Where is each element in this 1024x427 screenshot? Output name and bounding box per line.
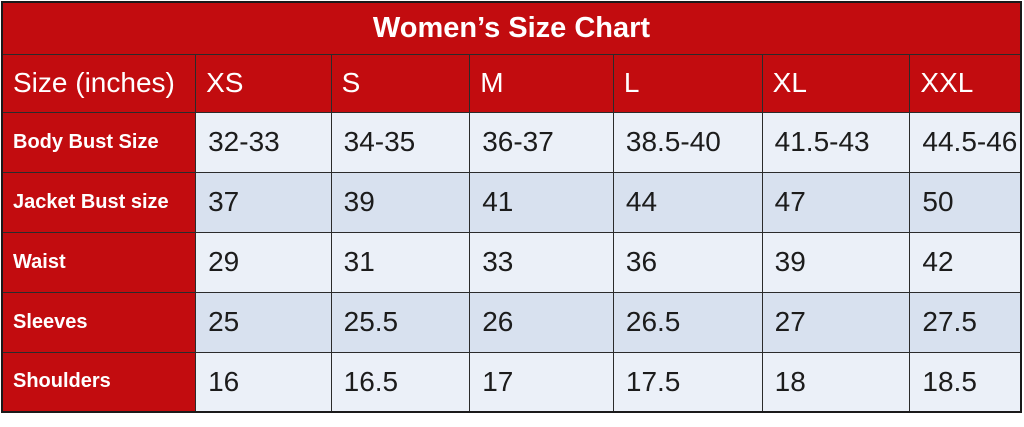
table-cell: 18.5	[909, 351, 1022, 413]
table-cell: 32-33	[195, 111, 332, 173]
row-label-shoulders: Shoulders	[1, 351, 197, 413]
table-cell: 36	[612, 231, 763, 293]
table-row-body-bust: Body Bust Size 32-33 34-35 36-37 38.5-40…	[1, 111, 1022, 173]
row-label-jacket-bust: Jacket Bust size	[1, 171, 197, 233]
chart-title: Women’s Size Chart	[1, 1, 1022, 55]
table-row-waist: Waist 29 31 33 36 39 42	[1, 231, 1022, 293]
column-header-xxl: XXL	[909, 53, 1022, 113]
table-cell: 26.5	[612, 291, 763, 353]
table-cell: 34-35	[330, 111, 471, 173]
table-cell: 16.5	[330, 351, 471, 413]
table-cell: 27	[761, 291, 911, 353]
table-cell: 16	[195, 351, 332, 413]
column-header-xl: XL	[761, 53, 911, 113]
table-cell: 17.5	[612, 351, 763, 413]
table-cell: 37	[195, 171, 332, 233]
table-header-row: Size (inches) XS S M L XL XXL	[1, 53, 1022, 113]
table-cell: 42	[909, 231, 1022, 293]
size-chart: Women’s Size Chart Size (inches) XS S M …	[1, 1, 1022, 413]
table-cell: 39	[761, 231, 911, 293]
row-label-body-bust: Body Bust Size	[1, 111, 197, 173]
table-cell: 29	[195, 231, 332, 293]
table-cell: 47	[761, 171, 911, 233]
table-cell: 33	[469, 231, 614, 293]
column-header-xs: XS	[195, 53, 332, 113]
table-cell: 25	[195, 291, 332, 353]
table-cell: 44	[612, 171, 763, 233]
table-cell: 18	[761, 351, 911, 413]
table-cell: 44.5-46	[909, 111, 1022, 173]
column-header-size: Size (inches)	[1, 53, 197, 113]
table-cell: 41.5-43	[761, 111, 911, 173]
table-cell: 50	[909, 171, 1022, 233]
table-cell: 17	[469, 351, 614, 413]
table-cell: 26	[469, 291, 614, 353]
table-cell: 31	[330, 231, 471, 293]
column-header-s: S	[330, 53, 471, 113]
table-cell: 41	[469, 171, 614, 233]
column-header-m: M	[469, 53, 614, 113]
column-header-l: L	[612, 53, 763, 113]
row-label-waist: Waist	[1, 231, 197, 293]
table-row-sleeves: Sleeves 25 25.5 26 26.5 27 27.5	[1, 291, 1022, 353]
table-row-shoulders: Shoulders 16 16.5 17 17.5 18 18.5	[1, 351, 1022, 413]
table-cell: 38.5-40	[612, 111, 763, 173]
row-label-sleeves: Sleeves	[1, 291, 197, 353]
table-cell: 25.5	[330, 291, 471, 353]
table-cell: 39	[330, 171, 471, 233]
table-cell: 27.5	[909, 291, 1022, 353]
table-row-jacket-bust: Jacket Bust size 37 39 41 44 47 50	[1, 171, 1022, 233]
size-chart-table: Women’s Size Chart Size (inches) XS S M …	[1, 1, 1022, 413]
table-title-row: Women’s Size Chart	[1, 1, 1022, 55]
table-cell: 36-37	[469, 111, 614, 173]
